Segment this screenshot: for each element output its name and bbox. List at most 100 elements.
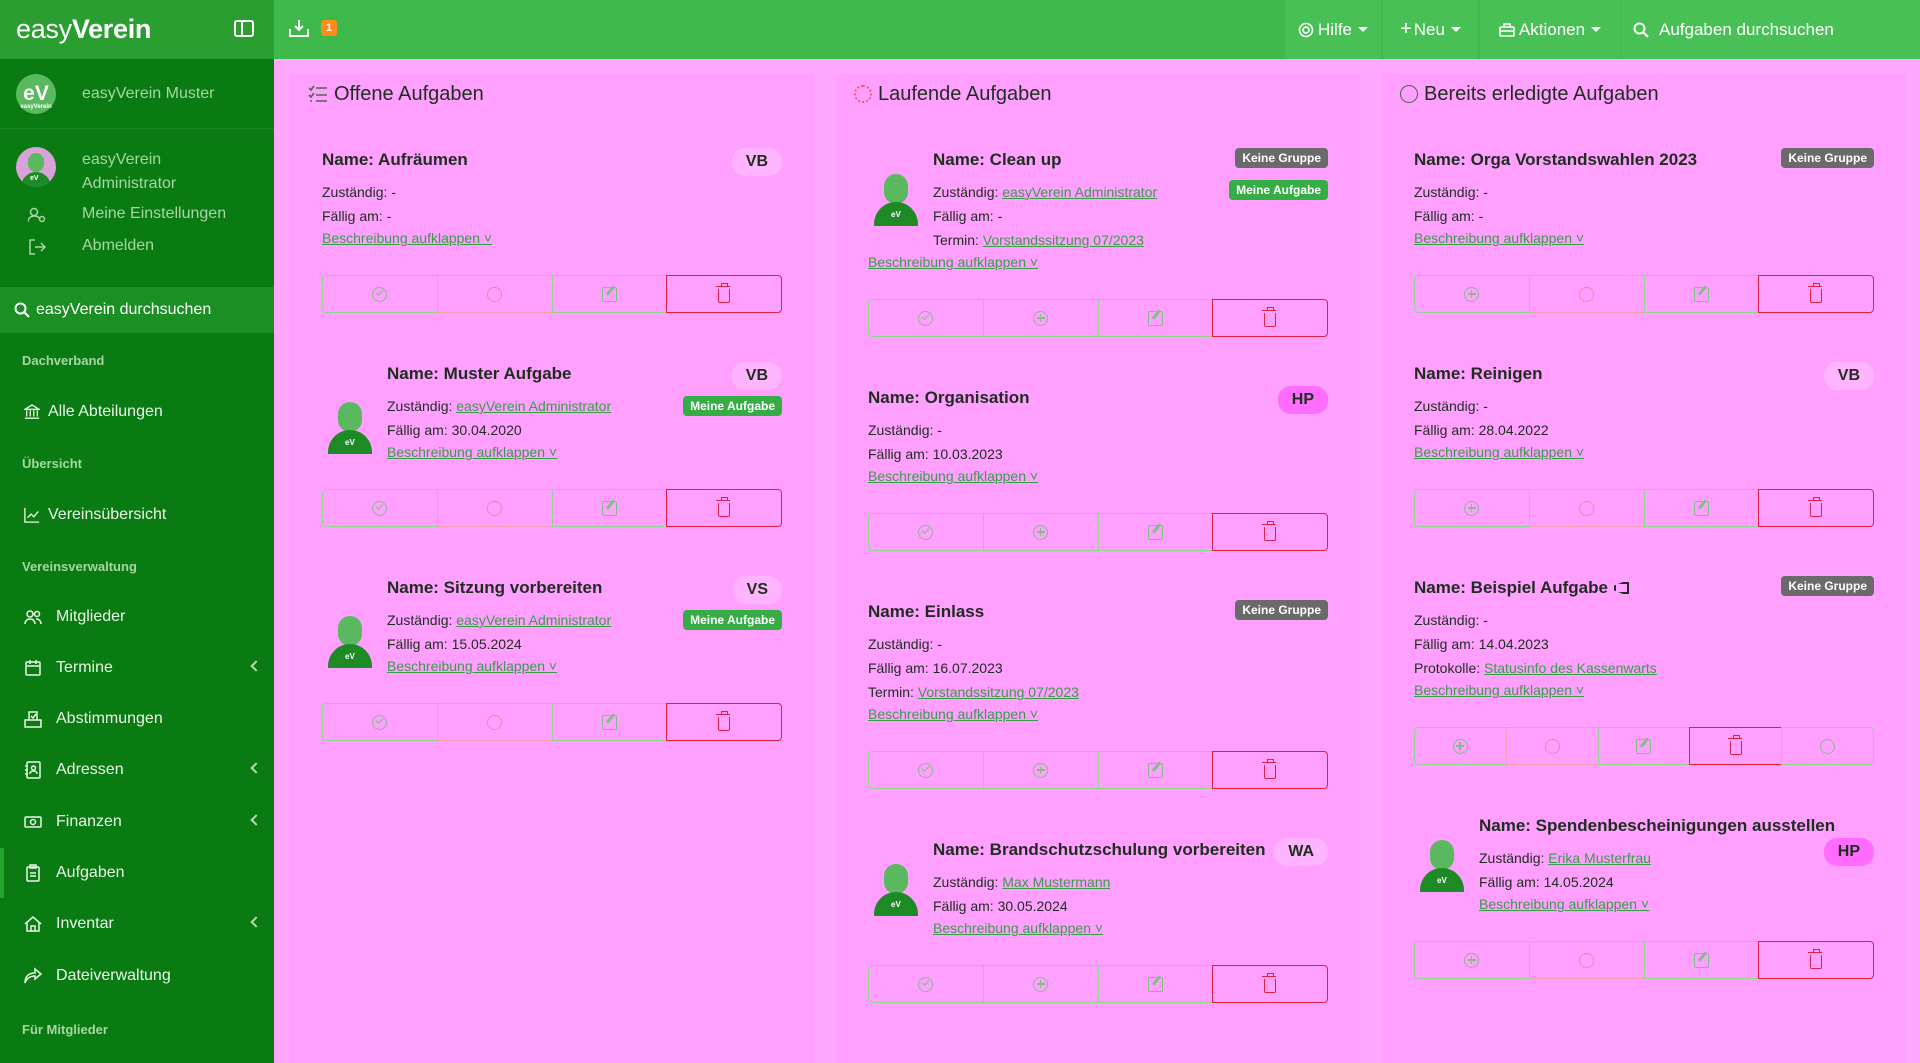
complete-button[interactable] (868, 965, 984, 1003)
reopen-button[interactable] (982, 751, 1099, 789)
start-progress-button[interactable] (1505, 727, 1599, 765)
reopen-button[interactable] (1414, 941, 1530, 979)
start-progress-button[interactable] (1528, 941, 1645, 979)
task-title[interactable]: Name: Muster Aufgabe (387, 364, 572, 383)
delete-button[interactable] (1689, 727, 1783, 765)
delete-button[interactable] (666, 703, 782, 741)
help-dropdown[interactable]: Hilfe (1284, 0, 1381, 59)
sidebar-item-adressen[interactable]: Adressen (0, 745, 274, 795)
delete-button[interactable] (1212, 751, 1328, 789)
delete-button[interactable] (1758, 275, 1874, 313)
complete-button[interactable] (322, 275, 438, 313)
start-progress-button[interactable] (1528, 489, 1645, 527)
task-title[interactable]: Name: Clean up (933, 150, 1062, 169)
expand-description-link[interactable]: Beschreibung aufklappen ˅ (933, 920, 1104, 936)
logout-link[interactable]: Abmelden (82, 237, 155, 254)
responsible-link[interactable]: Max Mustermann (1002, 874, 1111, 890)
task-title[interactable]: Name: Beispiel Aufgabe (1414, 578, 1629, 598)
expand-description-link[interactable]: Beschreibung aufklappen ˅ (322, 230, 493, 246)
expand-description-link[interactable]: Beschreibung aufklappen ˅ (387, 658, 558, 674)
task-search-input[interactable]: Aufgaben durchsuchen (1621, 0, 1920, 59)
complete-button[interactable] (322, 703, 438, 741)
complete-button[interactable] (868, 299, 984, 337)
task-title[interactable]: Name: Brandschutzschulung vorbereiten (933, 840, 1266, 859)
start-progress-button[interactable] (436, 275, 553, 313)
task-title[interactable]: Name: Spendenbescheinigungen ausstellen (1479, 816, 1836, 835)
edit-button[interactable] (1097, 965, 1214, 1003)
delete-button[interactable] (666, 275, 782, 313)
expand-description-link[interactable]: Beschreibung aufklappen ˅ (868, 706, 1039, 722)
delete-button[interactable] (1212, 965, 1328, 1003)
edit-button[interactable] (1643, 489, 1760, 527)
start-progress-button[interactable] (436, 703, 553, 741)
expand-description-link[interactable]: Beschreibung aufklappen ˅ (868, 254, 1039, 270)
organization[interactable]: eV easyVerein easyVerein Muster (0, 59, 274, 129)
start-progress-button[interactable] (436, 489, 553, 527)
edit-button[interactable] (551, 703, 668, 741)
comment-button[interactable] (1781, 727, 1874, 765)
sidebar-item-aufgaben[interactable]: Aufgaben (0, 848, 274, 898)
start-progress-button[interactable] (1528, 275, 1645, 313)
delete-button[interactable] (1758, 489, 1874, 527)
my-settings-link[interactable]: Meine Einstellungen (82, 205, 227, 222)
task-title[interactable]: Name: Einlass (868, 602, 985, 621)
sidebar-toggle-icon[interactable] (234, 20, 254, 37)
sidebar-item-abstimmungen[interactable]: Abstimmungen (0, 694, 274, 744)
complete-button[interactable] (868, 751, 984, 789)
group-tag: VS (732, 576, 782, 604)
expand-description-link[interactable]: Beschreibung aufklappen ˅ (1414, 444, 1585, 460)
responsible-link[interactable]: easyVerein Administrator (456, 398, 612, 414)
reopen-button[interactable] (982, 513, 1099, 551)
sidebar-item-mitglieder[interactable]: Mitglieder (0, 592, 274, 642)
sidebar-item-abteilungen[interactable]: Alle Abteilungen (0, 387, 274, 437)
sidebar-item-vereinsuebersicht[interactable]: Vereinsübersicht (0, 490, 274, 540)
task-title[interactable]: Name: Organisation (868, 388, 1030, 407)
delete-button[interactable] (1212, 299, 1328, 337)
appointment-link[interactable]: Vorstandssitzung 07/2023 (917, 684, 1079, 700)
actions-dropdown[interactable]: Aktionen (1479, 0, 1620, 59)
edit-button[interactable] (551, 275, 668, 313)
expand-description-link[interactable]: Beschreibung aufklappen ˅ (1479, 896, 1650, 912)
responsible-link[interactable]: easyVerein Administrator (456, 612, 612, 628)
expand-description-link[interactable]: Beschreibung aufklappen ˅ (1414, 682, 1585, 698)
edit-button[interactable] (1597, 727, 1691, 765)
app-logo[interactable]: easyVerein (16, 14, 152, 44)
avatar[interactable] (16, 147, 56, 187)
edit-button[interactable] (1097, 299, 1214, 337)
delete-button[interactable] (1212, 513, 1328, 551)
task-title[interactable]: Name: Reinigen (1414, 364, 1543, 383)
sidebar-item-inventar[interactable]: Inventar (0, 899, 274, 949)
complete-button[interactable] (322, 489, 438, 527)
edit-button[interactable] (551, 489, 668, 527)
sidebar-item-termine[interactable]: Termine (0, 643, 274, 693)
reopen-button[interactable] (982, 299, 1099, 337)
new-dropdown[interactable]: + Neu (1382, 0, 1478, 59)
edit-button[interactable] (1643, 941, 1760, 979)
reopen-button[interactable] (1414, 489, 1530, 527)
expand-description-link[interactable]: Beschreibung aufklappen ˅ (868, 468, 1039, 484)
sidebar-item-dateiverwaltung[interactable]: Dateiverwaltung (0, 951, 274, 1001)
download-inbox-icon[interactable] (289, 19, 309, 37)
delete-button[interactable] (666, 489, 782, 527)
edit-button[interactable] (1643, 275, 1760, 313)
reopen-button[interactable] (982, 965, 1099, 1003)
group-tag: VB (731, 148, 782, 176)
reopen-button[interactable] (1414, 275, 1530, 313)
task-title[interactable]: Name: Aufräumen (322, 150, 468, 169)
user-name[interactable]: easyVerein Administrator (82, 151, 177, 192)
expand-description-link[interactable]: Beschreibung aufklappen ˅ (1414, 230, 1585, 246)
edit-button[interactable] (1097, 751, 1214, 789)
complete-button[interactable] (868, 513, 984, 551)
sidebar-item-finanzen[interactable]: Finanzen (0, 797, 274, 847)
edit-button[interactable] (1097, 513, 1214, 551)
task-title[interactable]: Name: Orga Vorstandswahlen 2023 (1414, 150, 1698, 169)
delete-button[interactable] (1758, 941, 1874, 979)
responsible-link[interactable]: Erika Musterfrau (1548, 850, 1651, 866)
expand-description-link[interactable]: Beschreibung aufklappen ˅ (387, 444, 558, 460)
task-title[interactable]: Name: Sitzung vorbereiten (387, 578, 603, 597)
responsible-link[interactable]: easyVerein Administrator (1002, 184, 1158, 200)
sidebar-search[interactable]: easyVerein durchsuchen (0, 287, 274, 333)
appointment-link[interactable]: Vorstandssitzung 07/2023 (982, 232, 1144, 248)
reopen-button[interactable] (1414, 727, 1507, 765)
protocol-link[interactable]: Statusinfo des Kassenwarts (1484, 660, 1657, 676)
